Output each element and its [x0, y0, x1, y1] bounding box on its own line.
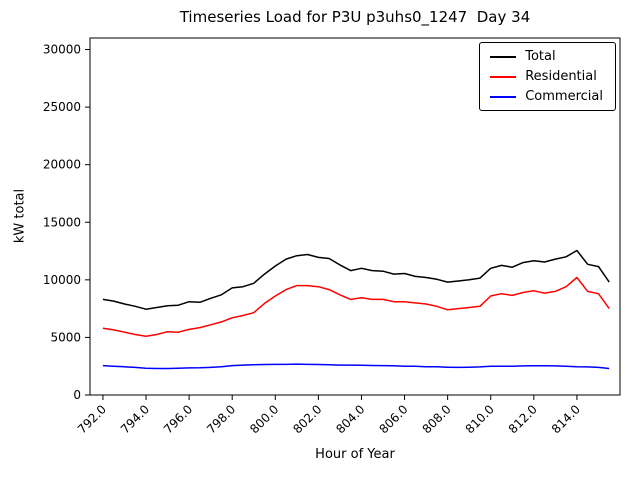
x-tick-label: 798.0: [204, 402, 238, 436]
x-tick-label: 796.0: [161, 402, 195, 436]
legend-entry-total: Total: [490, 50, 603, 63]
y-axis-label: kW total: [12, 188, 28, 244]
y-tick-label: 20000: [43, 158, 81, 172]
x-tick-label: 812.0: [506, 402, 540, 436]
y-tick-label: 30000: [43, 43, 81, 57]
x-axis-label: Hour of Year: [315, 447, 395, 462]
x-tick-label: 804.0: [333, 402, 367, 436]
x-tick-label: 800.0: [247, 402, 281, 436]
residential-line-swatch: [490, 75, 517, 78]
x-tick-label: 806.0: [376, 402, 410, 436]
legend-label-commercial: Commercial: [525, 89, 603, 104]
legend-label-total: Total: [525, 49, 556, 64]
chart-title: Timeseries Load for P3U p3uhs0_1247 Day …: [179, 8, 531, 26]
legend-entry-commercial: Commercial: [490, 90, 603, 103]
legend: Total Residential Commercial: [479, 42, 616, 111]
y-tick-label: 10000: [43, 273, 81, 287]
x-tick-label: 792.0: [75, 402, 109, 436]
series-commercial-line: [102, 363, 610, 370]
x-tick-label: 794.0: [118, 402, 152, 436]
legend-label-residential: Residential: [525, 69, 597, 84]
axes-frame: [89, 37, 621, 396]
y-tick-label: 15000: [43, 215, 81, 229]
x-tick-label: 808.0: [420, 402, 454, 436]
legend-entry-residential: Residential: [490, 70, 603, 83]
x-tick-label: 810.0: [463, 402, 497, 436]
series-residential-line: [102, 276, 610, 338]
y-tick-label: 0: [73, 388, 81, 402]
x-tick-label: 814.0: [549, 402, 583, 436]
y-tick-label: 5000: [50, 330, 81, 344]
x-tick-label: 802.0: [290, 402, 324, 436]
series-total-line: [102, 249, 610, 310]
total-line-swatch: [490, 55, 517, 58]
y-tick-label: 25000: [43, 100, 81, 114]
commercial-line-swatch: [490, 95, 517, 98]
